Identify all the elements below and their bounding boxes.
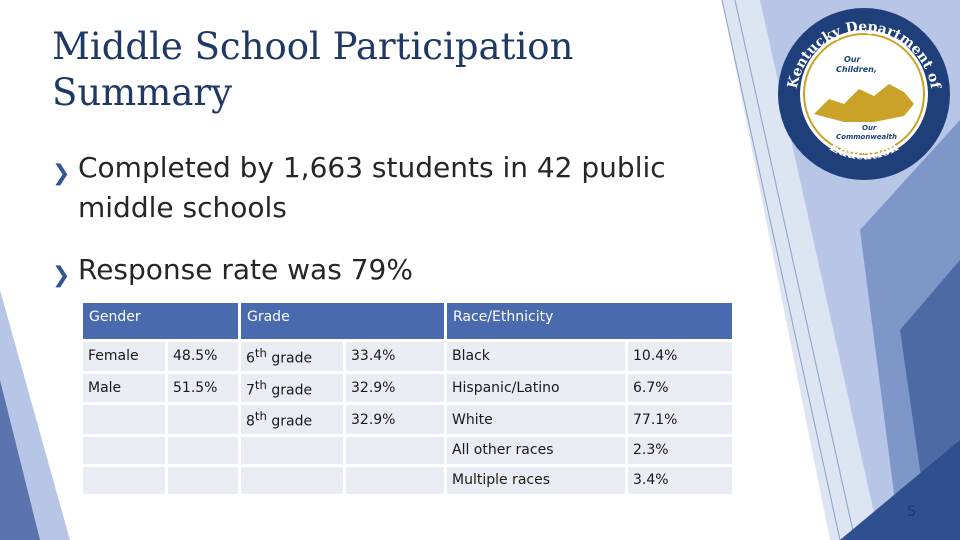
- table-cell: Black: [447, 342, 625, 371]
- table-cell: Male: [83, 373, 165, 403]
- table-header-row: Gender Grade Race/Ethnicity: [83, 303, 732, 339]
- table-cell-empty: [241, 466, 343, 494]
- table-cell-empty: [241, 436, 343, 464]
- table-cell: 2.3%: [628, 436, 732, 464]
- table-cell: Hispanic/Latino: [447, 373, 625, 403]
- header-gender: Gender: [83, 303, 238, 339]
- table-cell: 7th grade: [241, 373, 343, 403]
- bullet-item: ❯ Completed by 1,663 students in 42 publ…: [52, 148, 752, 228]
- table-cell: 10.4%: [628, 342, 732, 371]
- table-cell: 6.7%: [628, 373, 732, 403]
- bullet-icon: ❯: [52, 161, 71, 186]
- table-cell: 6th grade: [241, 342, 343, 371]
- seal-inner-line3: Our: [862, 124, 877, 132]
- table-cell: All other races: [447, 436, 625, 464]
- table-cell: 3.4%: [628, 466, 732, 494]
- table-cell: Multiple races: [447, 466, 625, 494]
- seal-inner-line2: Children,: [836, 65, 877, 74]
- table-cell-empty: [83, 436, 165, 464]
- page-number: 5: [907, 504, 916, 520]
- seal-inner-line4: Commonwealth: [836, 133, 897, 141]
- bullet-item: ❯ Response rate was 79%: [52, 250, 752, 290]
- table-row: Female 48.5% 6th grade 33.4% Black 10.4%: [83, 342, 732, 371]
- bullet-text: Completed by 1,663 students in 42 public…: [78, 151, 666, 224]
- table-cell: Female: [83, 342, 165, 371]
- table-cell-empty: [168, 466, 238, 494]
- table-row: All other races 2.3%: [83, 436, 732, 464]
- kde-seal-icon: Kentucky Department of Our Children, Our…: [778, 8, 950, 180]
- bullet-text: Response rate was 79%: [78, 253, 413, 286]
- bullet-icon: ❯: [52, 263, 71, 288]
- table-cell-empty: [346, 466, 444, 494]
- table-cell-empty: [83, 466, 165, 494]
- slide-title: Middle School Participation Summary: [52, 25, 574, 114]
- header-race: Race/Ethnicity: [447, 303, 732, 339]
- table-cell-empty: [168, 405, 238, 434]
- table-cell: 51.5%: [168, 373, 238, 403]
- table-cell: 48.5%: [168, 342, 238, 371]
- table-row: Multiple races 3.4%: [83, 466, 732, 494]
- header-grade: Grade: [241, 303, 444, 339]
- table-cell: 8th grade: [241, 405, 343, 434]
- table-cell: White: [447, 405, 625, 434]
- seal-inner-line1: Our: [844, 55, 861, 64]
- bullet-list: ❯ Completed by 1,663 students in 42 publ…: [52, 148, 752, 290]
- table-cell: 32.9%: [346, 405, 444, 434]
- table-cell: 77.1%: [628, 405, 732, 434]
- table-row: 8th grade 32.9% White 77.1%: [83, 405, 732, 434]
- kde-seal-logo: Kentucky Department of Our Children, Our…: [774, 4, 954, 184]
- table-cell-empty: [346, 436, 444, 464]
- table-cell-empty: [83, 405, 165, 434]
- demographics-table: Gender Grade Race/Ethnicity Female 48.5%…: [80, 300, 735, 497]
- table-cell: 33.4%: [346, 342, 444, 371]
- table-cell: 32.9%: [346, 373, 444, 403]
- table-cell-empty: [168, 436, 238, 464]
- table-row: Male 51.5% 7th grade 32.9% Hispanic/Lati…: [83, 373, 732, 403]
